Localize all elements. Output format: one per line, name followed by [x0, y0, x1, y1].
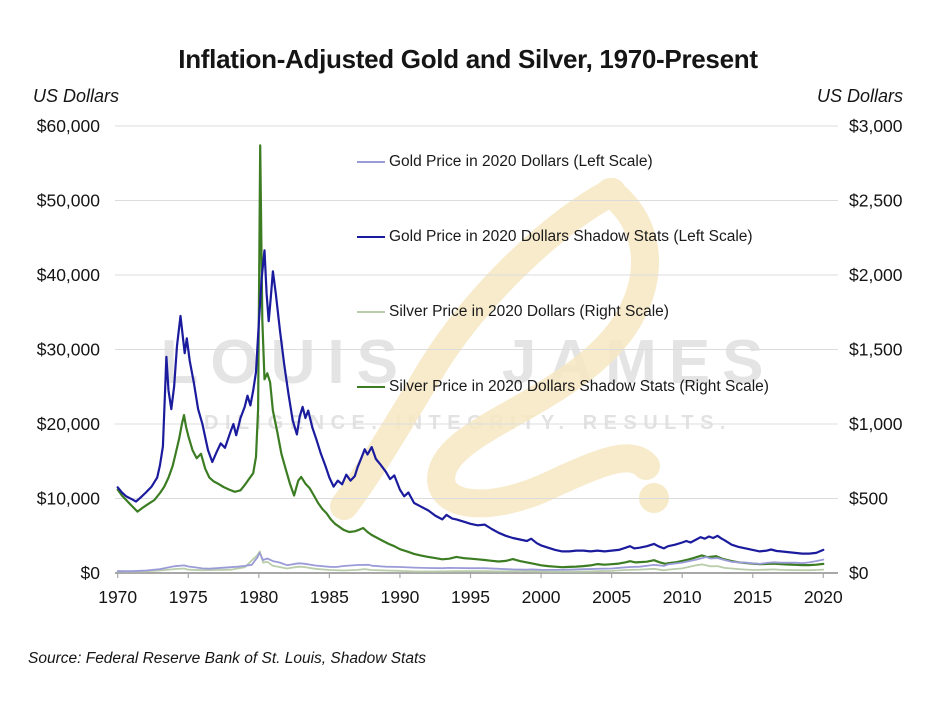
legend-line-swatch [357, 236, 385, 238]
legend-line-swatch [357, 161, 385, 163]
legend-label: Silver Price in 2020 Dollars (Right Scal… [389, 303, 669, 320]
y-axis-tick-label-left: $10,000 [37, 489, 101, 509]
x-axis-tick-label: 2005 [592, 587, 631, 607]
x-axis-tick-label: 2020 [804, 587, 843, 607]
legend-line-swatch [357, 386, 385, 388]
legend-item: Gold Price in 2020 Dollars Shadow Stats … [357, 227, 753, 247]
y-axis-tick-label-right: $3,000 [849, 116, 903, 136]
x-axis-tick-label: 2015 [733, 587, 772, 607]
x-axis-tick-label: 1990 [380, 587, 419, 607]
x-axis-tick-label: 1985 [310, 587, 349, 607]
source-note: Source: Federal Reserve Bank of St. Loui… [28, 650, 427, 667]
x-axis-tick-label: 2000 [522, 587, 561, 607]
series-line-silver_plain [116, 550, 825, 573]
y-axis-tick-label-left: $30,000 [37, 340, 101, 360]
legend-label: Gold Price in 2020 Dollars (Left Scale) [389, 153, 653, 170]
series-line-gold_shadow [116, 249, 825, 555]
watermark-tagline: DILIGENCE. INTEGRITY. RESULTS. [204, 412, 732, 434]
y-axis-tick-label-right: $1,500 [849, 340, 903, 360]
y-axis-tick-label-left: $50,000 [37, 191, 101, 211]
x-axis-tick-label: 1970 [98, 587, 137, 607]
series-line-silver_shadow [116, 144, 825, 569]
y-axis-tick-label-right: $2,000 [849, 265, 903, 285]
y-axis-tick-label-right: $2,500 [849, 191, 903, 211]
legend-item: Silver Price in 2020 Dollars (Right Scal… [357, 302, 669, 322]
chart-title: Inflation-Adjusted Gold and Silver, 1970… [178, 44, 758, 74]
legend-label: Gold Price in 2020 Dollars Shadow Stats … [389, 228, 753, 245]
legend-label: Silver Price in 2020 Dollars Shadow Stat… [389, 378, 769, 395]
y-axis-tick-label-left: $0 [81, 563, 101, 583]
series-line-gold_plain [116, 552, 825, 573]
x-axis-tick-label: 1980 [239, 587, 278, 607]
x-axis-tick-label: 1975 [169, 587, 208, 607]
x-axis-tick-label: 2010 [663, 587, 702, 607]
watermark-brand-text: LOUIS JAMES [0, 330, 936, 396]
y-axis-tick-label-right: $1,000 [849, 414, 903, 434]
y-axis-tick-label-right: $500 [849, 489, 888, 509]
legend-item: Gold Price in 2020 Dollars (Left Scale) [357, 152, 653, 172]
legend-line-swatch [357, 311, 385, 313]
legend-item: Silver Price in 2020 Dollars Shadow Stat… [357, 377, 769, 397]
right-axis-unit-label: US Dollars [816, 86, 903, 106]
y-axis-tick-label-left: $40,000 [37, 265, 101, 285]
y-axis-tick-label-left: $60,000 [37, 116, 101, 136]
y-axis-tick-label-left: $20,000 [37, 414, 101, 434]
x-axis-tick-label: 1995 [451, 587, 490, 607]
y-axis-tick-label-right: $0 [849, 563, 869, 583]
watermark-brand-left: LOUIS [160, 328, 410, 397]
left-axis-unit-label: US Dollars [33, 86, 120, 106]
